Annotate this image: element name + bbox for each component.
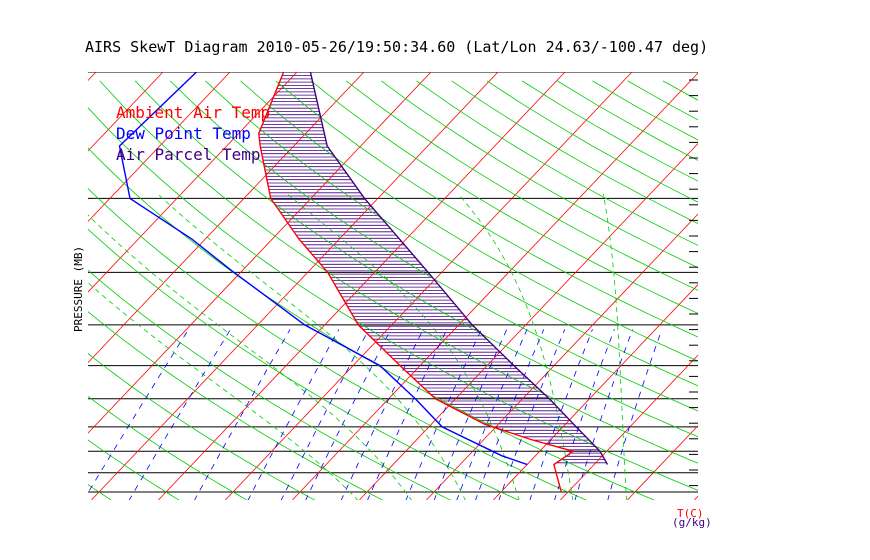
- isotherm-line: [225, 72, 633, 500]
- dry-adiabat-line: [88, 484, 112, 500]
- isotherm-line: [88, 72, 298, 293]
- isotherm-line: [0, 72, 29, 500]
- plot-area: [0, 72, 870, 501]
- isotherm-line: [158, 72, 566, 500]
- dry-adiabat-line: [416, 80, 698, 246]
- dry-adiabat-line: [839, 81, 870, 501]
- legend-parcel: Air Parcel Temp: [116, 145, 261, 164]
- dry-adiabat-line: [733, 81, 870, 501]
- dry-adiabat-line: [88, 353, 316, 500]
- isotherm-lines: [0, 72, 870, 500]
- moist-adiabat-line: [602, 193, 627, 500]
- y-axis-label: PRESSURE (MB): [72, 246, 85, 332]
- mixing-ratio-line: [194, 329, 291, 500]
- cape-hatch: [258, 75, 607, 464]
- dry-adiabat-line: [88, 187, 588, 500]
- mixing-ratio-unit-label: (g/kg): [672, 516, 712, 529]
- dry-adiabat-line: [134, 80, 698, 438]
- isotherm-line: [292, 72, 698, 500]
- isotherm-line: [493, 284, 698, 500]
- dry-adiabat-line: [88, 107, 698, 491]
- parcel-temp-line: [309, 72, 609, 465]
- dry-adiabat-line: [521, 80, 698, 182]
- dry-adiabat-line: [768, 81, 870, 501]
- mixing-ratio-line: [554, 329, 615, 500]
- stability-indices: [689, 79, 698, 487]
- legend-dewpoint: Dew Point Temp: [116, 124, 251, 143]
- dry-adiabat-line: [627, 80, 698, 121]
- isotherm-line: [761, 72, 870, 500]
- isotherm-line: [560, 354, 698, 500]
- isotherm-line: [88, 72, 365, 364]
- dry-adiabat-line: [310, 80, 698, 314]
- moist-adiabat-line: [157, 193, 466, 500]
- dry-adiabat-lines: [0, 80, 870, 501]
- moist-adiabat-lines: [88, 193, 627, 500]
- dry-adiabat-line: [240, 80, 698, 362]
- mixing-ratio-line: [367, 329, 448, 500]
- dry-adiabat-line: [0, 81, 45, 501]
- dry-adiabat-line: [205, 80, 698, 387]
- dry-adiabat-line: [169, 80, 698, 412]
- dewpoint-line: [118, 72, 528, 466]
- legend-ambient: Ambient Air Temp: [116, 103, 270, 122]
- dry-adiabat-line: [275, 80, 698, 338]
- x-unit-label: T(C): [677, 507, 704, 520]
- isotherm-line: [694, 495, 698, 500]
- isotherm-line: [627, 425, 698, 500]
- ambient-temp-line: [258, 72, 575, 493]
- isotherm-line: [426, 213, 698, 500]
- dry-adiabat-line: [662, 80, 698, 101]
- isotherm-line: [88, 72, 231, 223]
- isotherm-line: [88, 72, 432, 434]
- dry-adiabat-line: [345, 80, 698, 291]
- moist-adiabat-line: [88, 282, 359, 500]
- dry-adiabat-line: [697, 81, 698, 82]
- dry-adiabat-line: [381, 80, 698, 269]
- isotherm-line: [359, 142, 698, 500]
- dry-adiabat-line: [486, 80, 698, 203]
- mixing-ratio-line: [128, 329, 231, 500]
- dry-adiabat-line: [88, 311, 384, 500]
- mixing-ratio-line: [405, 329, 482, 500]
- dry-adiabat-line: [88, 439, 180, 500]
- isobar-lines: [88, 72, 698, 493]
- mixing-ratio-line: [574, 329, 633, 500]
- dry-adiabat-line: [99, 80, 698, 464]
- mixing-ratio-line: [340, 329, 424, 500]
- mixing-ratio-lines: [88, 329, 663, 500]
- chart-title: AIRS SkewT Diagram 2010-05-26/19:50:34.6…: [85, 38, 708, 56]
- mixing-ratio-line: [280, 329, 370, 500]
- mixing-ratio-line: [88, 329, 189, 494]
- dry-adiabat-line: [804, 81, 870, 501]
- isotherm-line: [88, 72, 164, 152]
- dry-adiabat-line: [88, 147, 655, 500]
- mixing-ratio-line: [305, 329, 392, 500]
- dry-adiabat-line: [88, 395, 248, 500]
- dry-adiabat-line: [88, 269, 452, 500]
- dry-adiabat-line: [592, 80, 698, 141]
- legend: Ambient Air Temp Dew Point Temp Air Parc…: [116, 103, 270, 164]
- moist-adiabat-line: [286, 193, 520, 500]
- mixing-ratio-line: [529, 329, 593, 500]
- mixing-ratio-line: [607, 329, 663, 500]
- dry-adiabat-line: [88, 228, 520, 500]
- isotherm-line: [91, 72, 499, 500]
- mixing-ratio-line: [247, 329, 340, 500]
- dry-adiabat-line: [451, 80, 698, 225]
- sounding-series: [118, 72, 609, 493]
- dry-adiabat-line: [557, 80, 698, 161]
